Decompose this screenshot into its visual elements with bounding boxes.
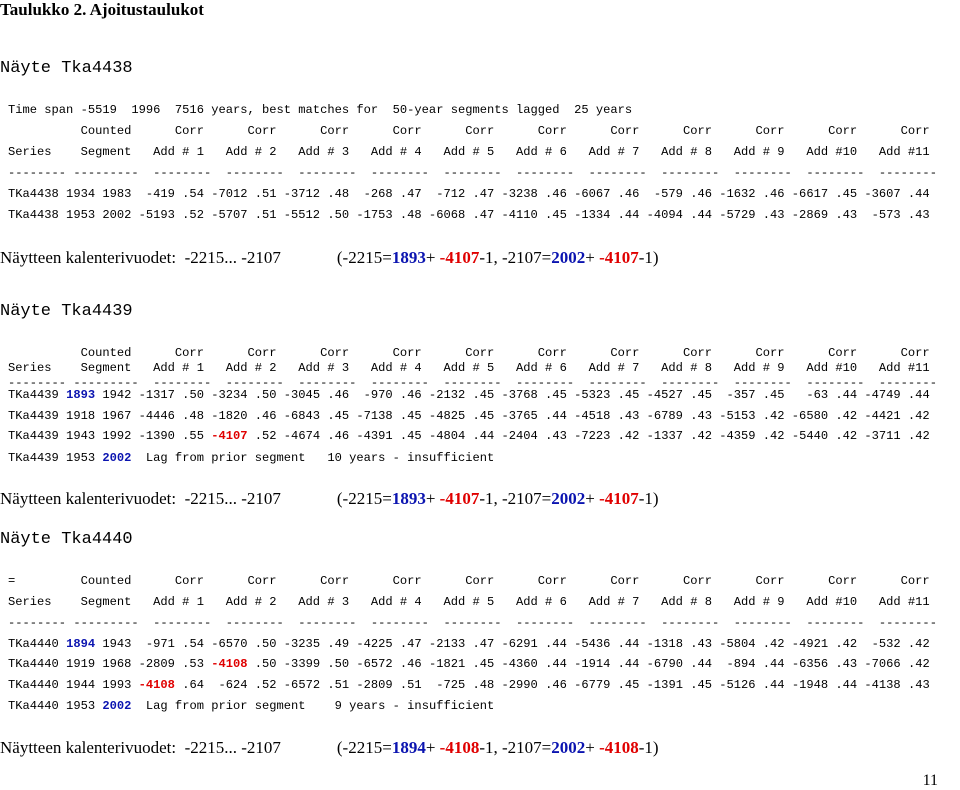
table-row: TKa4440 1944 1993 -4108 .64 -624 .52 -65… [8, 678, 930, 692]
table-row: TKa4439 1893 1942 -1317 .50 -3234 .50 -3… [8, 388, 930, 402]
page-title: Taulukko 2. Ajoitustaulukot [0, 0, 204, 19]
sample-heading-tka4440: Näyte Tka4440 [0, 530, 133, 549]
calendar-equation: (-2215=1893+ -4107-1, -2107=2002+ -4107-… [336, 248, 659, 267]
table-row: TKa4439 1918 1967 -4446 .48 -1820 .46 -6… [8, 409, 930, 423]
highlight-start-year: 1893 [66, 388, 96, 402]
time-span-line: Time span -5519 1996 7516 years, best ma… [8, 103, 633, 117]
table-row: TKa4439 1943 1992 -1390 .55 -4107 .52 -4… [8, 429, 930, 443]
sample-heading-tka4438: Näyte Tka4438 [0, 59, 133, 78]
sample-heading-tka4439: Näyte Tka4439 [0, 302, 133, 321]
table-header-counted-corr: Counted Corr Corr Corr Corr Corr Corr Co… [8, 124, 930, 138]
page-number: 11 [922, 772, 938, 789]
table-header-series: Series Segment Add # 1 Add # 2 Add # 3 A… [8, 145, 930, 159]
table-row: TKa4440 1953 2002 Lag from prior segment… [8, 699, 495, 713]
table-divider: -------- --------- -------- -------- ---… [8, 166, 937, 180]
highlight-offset: -4108 [211, 657, 248, 671]
table-row: TKa4438 1953 2002 -5193 .52 -5707 .51 -5… [8, 208, 930, 222]
calendar-equation: (-2215=1893+ -4107-1, -2107=2002+ -4107-… [336, 489, 659, 508]
calendar-years-line: Näytteen kalenterivuodet: -2215... -2107… [0, 489, 659, 509]
highlight-start-year: 1894 [66, 637, 96, 651]
table-divider: -------- --------- -------- -------- ---… [8, 376, 937, 390]
table-header-series: Series Segment Add # 1 Add # 2 Add # 3 A… [8, 361, 930, 375]
highlight-end-year: 2002 [102, 699, 132, 713]
calendar-years-label: Näytteen kalenterivuodet: -2215... -2107 [0, 248, 281, 267]
table-header-series: Series Segment Add # 1 Add # 2 Add # 3 A… [8, 595, 930, 609]
highlight-end-year: 2002 [102, 451, 132, 465]
calendar-years-label: Näytteen kalenterivuodet: -2215... -2107 [0, 489, 281, 508]
calendar-years-label: Näytteen kalenterivuodet: -2215... -2107 [0, 738, 281, 757]
highlight-offset: -4107 [211, 429, 248, 443]
table-row: TKa4440 1919 1968 -2809 .53 -4108 .50 -3… [8, 657, 930, 671]
calendar-years-line: Näytteen kalenterivuodet: -2215... -2107… [0, 738, 659, 758]
table-row: TKa4438 1934 1983 -419 .54 -7012 .51 -37… [8, 187, 930, 201]
calendar-years-line: Näytteen kalenterivuodet: -2215... -2107… [0, 248, 659, 268]
table-header-counted-corr: = Counted Corr Corr Corr Corr Corr Corr … [8, 574, 930, 588]
calendar-equation: (-2215=1894+ -4108-1, -2107=2002+ -4108-… [336, 738, 659, 757]
table-row: TKa4440 1894 1943 -971 .54 -6570 .50 -32… [8, 637, 930, 651]
table-divider: -------- --------- -------- -------- ---… [8, 616, 937, 630]
table-row: TKa4439 1953 2002 Lag from prior segment… [8, 451, 495, 465]
table-header-counted-corr: Counted Corr Corr Corr Corr Corr Corr Co… [8, 346, 930, 360]
highlight-offset: -4108 [138, 678, 175, 692]
